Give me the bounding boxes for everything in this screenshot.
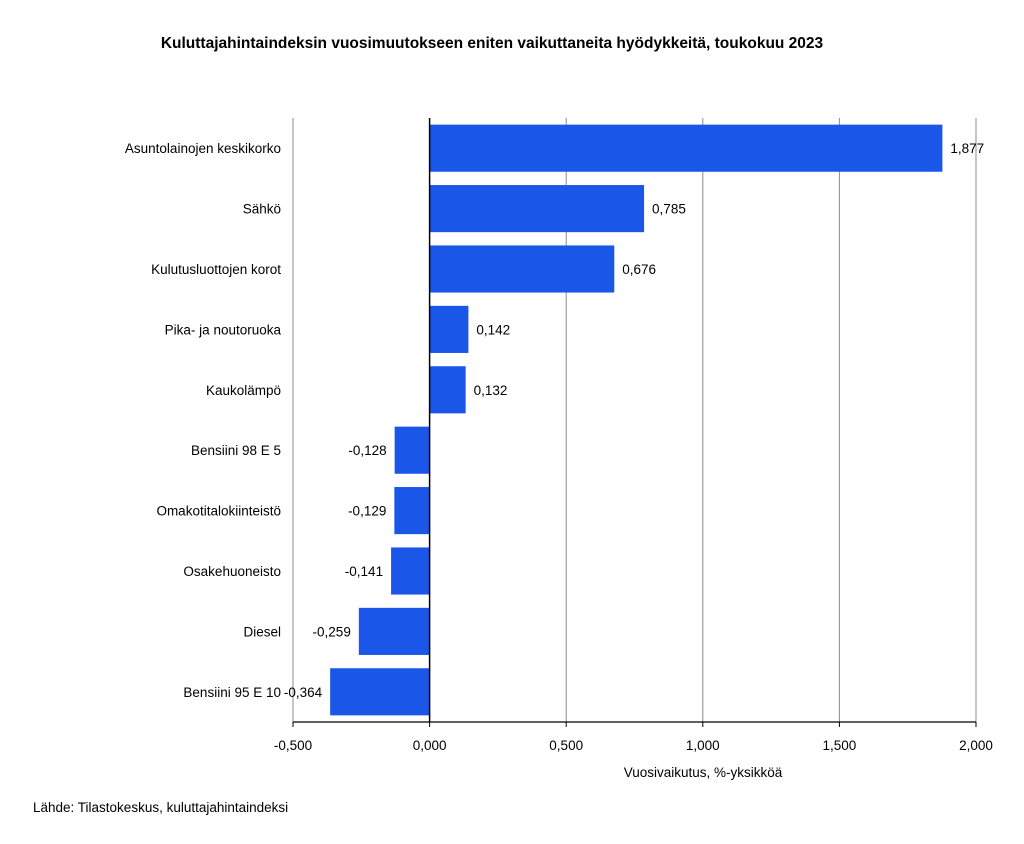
value-label-4: 0,132 bbox=[474, 383, 508, 398]
bar-5 bbox=[394, 426, 430, 474]
bar-7 bbox=[391, 547, 430, 595]
chart-title: Kuluttajahintaindeksin vuosimuutokseen e… bbox=[160, 35, 824, 52]
x-axis-title: Vuosivaikutus, %-yksikköä bbox=[624, 765, 783, 780]
labels: -0,500 0,000 0,500 1,000 1,500 2,000 Asuntolai… bbox=[125, 141, 993, 753]
x-tick-label-2: 0,500 bbox=[549, 738, 583, 753]
value-label-8: -0,259 bbox=[313, 624, 351, 639]
x-tick-label-4: 1,500 bbox=[823, 738, 857, 753]
bar-8 bbox=[358, 607, 430, 655]
bar-3 bbox=[429, 305, 469, 353]
x-tick-label-5: 2,000 bbox=[959, 738, 993, 753]
value-label-0: 1,877 bbox=[950, 141, 984, 156]
category-label-2: Kulutusluottojen korot bbox=[151, 262, 281, 277]
category-label-7: Osakehuoneisto bbox=[183, 564, 281, 579]
category-label-5: Bensiini 98 E 5 bbox=[191, 443, 281, 458]
bar-1 bbox=[429, 185, 645, 233]
value-label-1: 0,785 bbox=[652, 202, 686, 217]
x-tick-label-1: 0,000 bbox=[413, 738, 447, 753]
category-label-0: Asuntolainojen keskikorko bbox=[125, 141, 281, 156]
bar-6 bbox=[394, 487, 430, 535]
bars bbox=[330, 124, 943, 716]
bar-2 bbox=[429, 245, 615, 293]
value-label-9: -0,364 bbox=[284, 685, 323, 700]
value-label-7: -0,141 bbox=[345, 564, 383, 579]
category-label-8: Diesel bbox=[243, 624, 281, 639]
category-label-1: Sähkö bbox=[243, 202, 281, 217]
bar-0 bbox=[429, 124, 943, 172]
category-label-4: Kaukolämpö bbox=[206, 383, 281, 398]
value-label-5: -0,128 bbox=[348, 443, 386, 458]
value-label-6: -0,129 bbox=[348, 504, 386, 519]
x-tick-label-3: 1,000 bbox=[686, 738, 720, 753]
bar-9 bbox=[330, 668, 430, 716]
axes bbox=[292, 118, 977, 727]
category-label-9: Bensiini 95 E 10 bbox=[183, 685, 281, 700]
value-label-2: 0,676 bbox=[622, 262, 656, 277]
x-tick-label-0: -0,500 bbox=[274, 738, 312, 753]
category-label-3: Pika- ja noutoruoka bbox=[165, 322, 282, 337]
source-note: Lähde: Tilastokeskus, kuluttajahintainde… bbox=[33, 800, 289, 815]
bar-4 bbox=[429, 366, 466, 414]
gridlines bbox=[292, 118, 977, 722]
category-label-6: Omakotitalokiinteistö bbox=[156, 504, 281, 519]
value-label-3: 0,142 bbox=[476, 322, 510, 337]
